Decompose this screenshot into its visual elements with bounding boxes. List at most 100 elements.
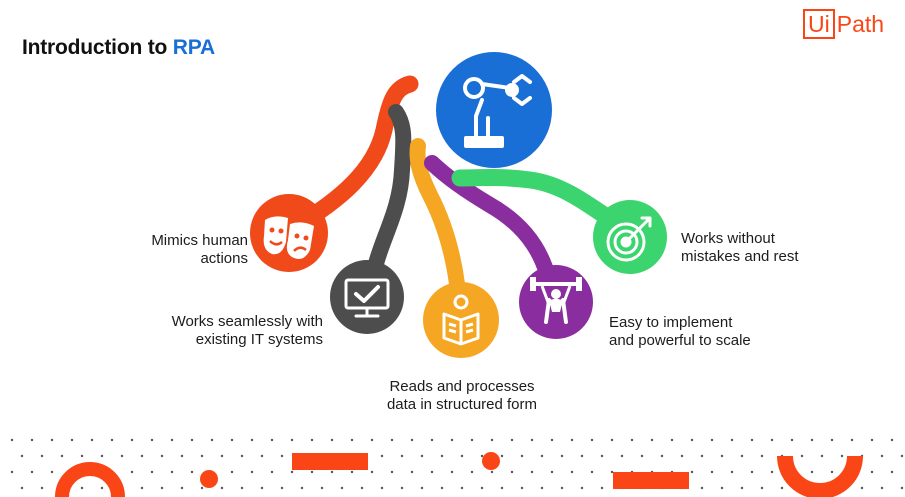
- decor-dot: [210, 438, 214, 442]
- decor-dot: [750, 438, 754, 442]
- feature-label-line2: actions: [200, 250, 248, 267]
- feature-label-line1: Reads and processes: [389, 378, 535, 395]
- decor-dot: [130, 438, 134, 442]
- decor-dot: [240, 454, 244, 458]
- decor-dot: [100, 486, 104, 490]
- decor-dot: [50, 438, 54, 442]
- decor-dot: [380, 454, 384, 458]
- decor-dot: [610, 438, 614, 442]
- decor-dot: [470, 470, 474, 474]
- decor-dot: [420, 486, 424, 490]
- decor-dot: [230, 438, 234, 442]
- decor-dot: [620, 454, 624, 458]
- decor-dot: [340, 486, 344, 490]
- decor-dot: [720, 454, 724, 458]
- decor-dot: [330, 438, 334, 442]
- decor-dot: [40, 486, 44, 490]
- decor-dot: [270, 438, 274, 442]
- logo-box-text: Ui: [803, 9, 835, 39]
- decor-dot: [140, 486, 144, 490]
- decor-dot: [600, 454, 604, 458]
- decor-dot: [190, 438, 194, 442]
- feature-label-line2: and powerful to scale: [609, 332, 751, 349]
- decor-dot: [690, 438, 694, 442]
- decor-dot: [830, 438, 834, 442]
- decor-dot: [10, 470, 14, 474]
- feature-label-scale: Easy to implement and powerful to scale: [609, 314, 809, 350]
- feature-label-line1: Works seamlessly with: [171, 313, 323, 330]
- decor-dot-2: [482, 452, 500, 470]
- logo-rest-text: Path: [836, 10, 885, 37]
- decor-dot: [350, 438, 354, 442]
- feature-label-line1: Works without: [681, 230, 775, 247]
- decor-dot: [720, 486, 724, 490]
- feature-label-reads: Reads and processes data in structured f…: [362, 378, 562, 414]
- decor-dot: [550, 438, 554, 442]
- decor-dot: [390, 470, 394, 474]
- reads-node: [423, 282, 499, 358]
- robot-arm-icon: [463, 74, 532, 148]
- decor-dot: [50, 470, 54, 474]
- decor-dot: [110, 438, 114, 442]
- decor-dot: [150, 470, 154, 474]
- decor-dot: [250, 470, 254, 474]
- scale-node: [519, 265, 593, 339]
- decor-dot: [900, 486, 904, 490]
- decor-dot: [60, 454, 64, 458]
- mistakes-node: [593, 200, 667, 274]
- feature-label-line1: Easy to implement: [609, 314, 733, 331]
- decor-dot: [510, 470, 514, 474]
- decor-dot: [520, 486, 524, 490]
- decor-dot: [320, 486, 324, 490]
- feature-label-mimics: Mimics human actions: [110, 232, 248, 268]
- decor-dot: [650, 438, 654, 442]
- decor-dot: [410, 438, 414, 442]
- decor-dot: [770, 470, 774, 474]
- decor-dot: [240, 486, 244, 490]
- decor-dot: [660, 454, 664, 458]
- decor-dot: [580, 486, 584, 490]
- it-systems-node: [330, 260, 404, 334]
- decor-dot: [480, 454, 484, 458]
- decor-dot: [700, 454, 704, 458]
- decor-dot: [300, 486, 304, 490]
- mimics-node: [250, 194, 328, 272]
- decor-dot: [180, 486, 184, 490]
- reading-person-icon: [442, 294, 480, 346]
- decor-dot: [460, 454, 464, 458]
- decor-dot: [370, 438, 374, 442]
- decor-dot: [550, 470, 554, 474]
- decor-dot: [710, 470, 714, 474]
- decor-dot: [840, 454, 844, 458]
- decor-dot: [190, 470, 194, 474]
- decor-dot: [670, 438, 674, 442]
- decor-dot: [540, 486, 544, 490]
- feature-label-line1: Mimics human: [151, 232, 248, 249]
- decor-dot: [20, 486, 24, 490]
- decor-dot: [430, 470, 434, 474]
- decor-bar-1: [292, 453, 368, 470]
- decor-dot: [150, 438, 154, 442]
- decor-dot: [380, 486, 384, 490]
- decor-dot: [130, 470, 134, 474]
- decor-dot: [520, 454, 524, 458]
- decor-dot: [290, 470, 294, 474]
- decor-dot: [230, 470, 234, 474]
- decor-dot: [140, 454, 144, 458]
- decor-dot: [100, 454, 104, 458]
- decor-dot: [760, 454, 764, 458]
- decor-dot: [120, 454, 124, 458]
- decor-dot: [220, 486, 224, 490]
- decor-dot: [890, 470, 894, 474]
- decor-dot: [420, 454, 424, 458]
- decor-dot: [30, 438, 34, 442]
- decor-dot: [360, 486, 364, 490]
- decor-dot: [10, 438, 14, 442]
- decor-dot: [450, 470, 454, 474]
- decor-dot: [570, 470, 574, 474]
- decor-shapes: [55, 452, 863, 497]
- decor-dot: [780, 486, 784, 490]
- decor-dot: [490, 438, 494, 442]
- decor-dot: [460, 486, 464, 490]
